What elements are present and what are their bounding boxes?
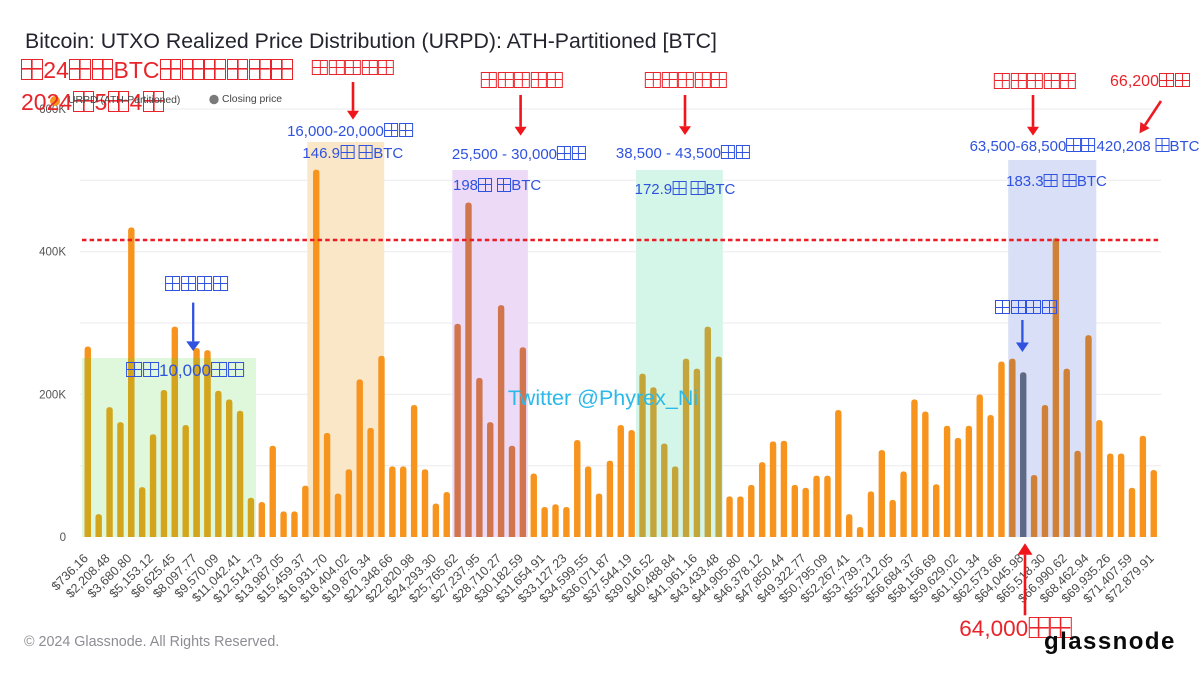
svg-text:200K: 200K <box>39 389 66 401</box>
svg-text:0: 0 <box>60 532 66 544</box>
svg-text:400K: 400K <box>39 247 66 259</box>
svg-text:600K: 600K <box>39 104 66 116</box>
